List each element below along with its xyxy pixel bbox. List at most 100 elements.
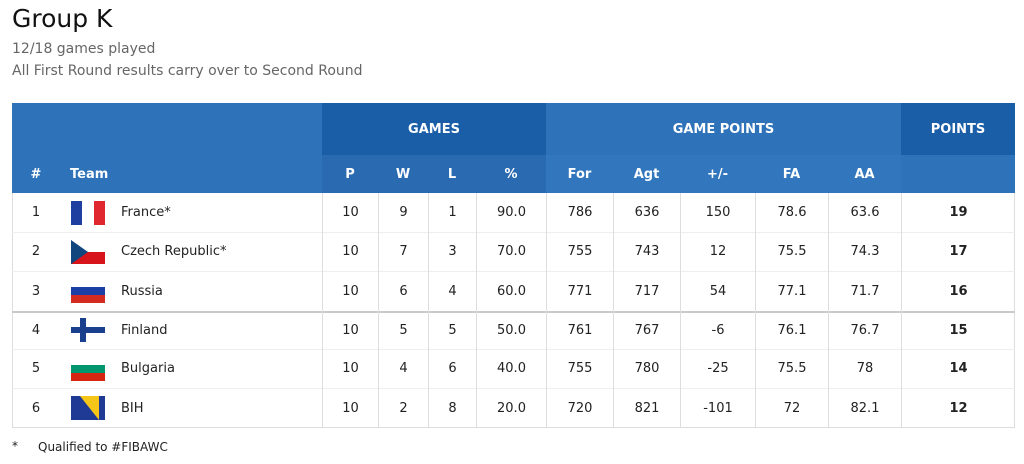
table-cell: 10: [322, 232, 378, 271]
group-header: GAMES: [322, 103, 546, 155]
table-cell: 5: [378, 311, 428, 349]
table-cell: 761: [546, 311, 613, 349]
table-cell: 6: [378, 271, 428, 311]
table-cell: 755: [546, 232, 613, 271]
table-cell: -25: [680, 349, 755, 388]
table-cell: 636: [613, 193, 680, 232]
points-cell: 19: [901, 193, 1015, 232]
table-cell: 717: [613, 271, 680, 311]
table-cell: 3: [31, 283, 41, 299]
row-divider: [12, 349, 1015, 388]
column-header: P: [322, 155, 378, 193]
flag-icon: [71, 318, 105, 342]
table-cell: 77.1: [755, 271, 828, 311]
row-divider: [12, 388, 1015, 428]
column-header: For: [546, 155, 613, 193]
table-cell: 755: [546, 349, 613, 388]
flag-icon: [71, 200, 105, 225]
subtitle: 12/18 games played: [12, 41, 156, 57]
row-divider: [12, 271, 1015, 311]
team-name: Bulgaria: [121, 361, 175, 376]
table-cell: -101: [680, 388, 755, 428]
table-cell: 6: [31, 400, 41, 416]
table-cell: 10: [322, 349, 378, 388]
table-cell: 743: [613, 232, 680, 271]
table-cell: 5: [31, 361, 41, 376]
flag-icon: [71, 279, 105, 303]
table-cell: 2: [378, 388, 428, 428]
table-cell: 1: [428, 193, 476, 232]
points-cell: 15: [901, 311, 1015, 349]
table-cell: 75.5: [755, 232, 828, 271]
column-header: Agt: [613, 155, 680, 193]
table-cell: 54: [680, 271, 755, 311]
table-cell: 72: [755, 388, 828, 428]
table-cell: 9: [378, 193, 428, 232]
table-cell: 10: [322, 311, 378, 349]
flag-icon: [71, 356, 105, 381]
points-cell: 17: [901, 232, 1015, 271]
column-header: #: [12, 155, 60, 193]
flag: [71, 318, 105, 342]
points-cell: 12: [901, 388, 1015, 428]
group-header: POINTS: [901, 103, 1015, 155]
column-header: +/-: [680, 155, 755, 193]
footnote-marker: *: [12, 439, 18, 453]
row-divider: [12, 232, 1015, 271]
table-cell: 71.7: [828, 271, 901, 311]
table-cell: 3: [428, 232, 476, 271]
footnote-text: Qualified to #FIBAWC: [38, 440, 168, 454]
table-cell: 78.6: [755, 193, 828, 232]
flag-icon: [71, 239, 105, 264]
column-header: L: [428, 155, 476, 193]
row-divider: [12, 311, 1015, 349]
points-cell: 16: [901, 271, 1015, 311]
table-cell: 5: [428, 311, 476, 349]
table-cell: 7: [378, 232, 428, 271]
column-header: W: [378, 155, 428, 193]
flag: [71, 279, 105, 303]
table-cell: 4: [31, 322, 41, 338]
table-cell: 82.1: [828, 388, 901, 428]
table-cell: 76.1: [755, 311, 828, 349]
table-cell: 4: [428, 271, 476, 311]
table-cell: 780: [613, 349, 680, 388]
table-cell: 767: [613, 311, 680, 349]
table-cell: 10: [322, 271, 378, 311]
flag: [71, 396, 105, 420]
header-blank: [12, 103, 322, 155]
column-header: FA: [755, 155, 828, 193]
table-cell: 40.0: [476, 349, 546, 388]
flag: [71, 239, 105, 264]
table-cell: 60.0: [476, 271, 546, 311]
table-cell: 10: [322, 388, 378, 428]
table-cell: 6: [428, 349, 476, 388]
table-cell: 76.7: [828, 311, 901, 349]
column-header: AA: [828, 155, 901, 193]
team-name: BIH: [121, 400, 144, 416]
table-cell: 8: [428, 388, 476, 428]
table-cell: 74.3: [828, 232, 901, 271]
table-cell: 10: [322, 193, 378, 232]
table-cell: -6: [680, 311, 755, 349]
table-cell: 78: [828, 349, 901, 388]
table-cell: 50.0: [476, 311, 546, 349]
table-cell: 2: [31, 244, 41, 259]
table-cell: 20.0: [476, 388, 546, 428]
table-cell: 63.6: [828, 193, 901, 232]
column-header: %: [476, 155, 546, 193]
table-cell: 75.5: [755, 349, 828, 388]
column-header-blank: [901, 155, 1015, 193]
table-cell: 90.0: [476, 193, 546, 232]
team-name: Finland: [121, 322, 168, 338]
team-name: Czech Republic*: [121, 244, 227, 259]
table-cell: 786: [546, 193, 613, 232]
table-cell: 70.0: [476, 232, 546, 271]
table-cell: 720: [546, 388, 613, 428]
table-cell: 12: [680, 232, 755, 271]
table-cell: 150: [680, 193, 755, 232]
table-cell: 1: [31, 205, 41, 220]
flag: [71, 200, 105, 225]
team-name: France*: [121, 205, 171, 220]
